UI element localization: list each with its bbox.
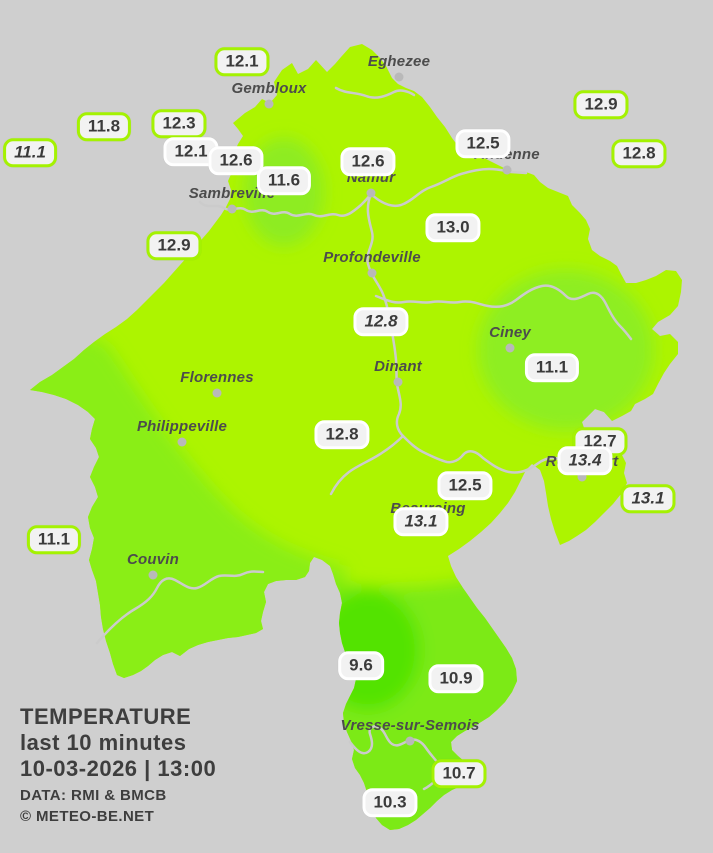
city-label: Vresse-sur-Semois — [340, 717, 480, 734]
legend-source: DATA: RMI & BMCB — [20, 787, 167, 804]
city-label: Sambreville — [188, 185, 276, 202]
river-line — [366, 192, 465, 464]
temp-badge: 13.1 — [620, 484, 676, 514]
city-dot — [405, 736, 415, 746]
city-label: Florennes — [180, 369, 254, 386]
temp-badge: 12.9 — [573, 90, 629, 120]
temp-badge: 12.6 — [340, 147, 396, 177]
city-dot — [502, 165, 512, 175]
temp-badge: 12.9 — [146, 231, 202, 261]
city-dot — [148, 570, 158, 580]
temp-badge: 10.3 — [362, 788, 418, 818]
temp-badge: 11.8 — [76, 112, 132, 142]
city-dot — [394, 72, 404, 82]
city-label: Profondeville — [323, 249, 421, 266]
temp-badge: 11.6 — [256, 166, 312, 196]
legend-credit: © METEO-BE.NET — [20, 808, 155, 825]
city-label: Ciney — [489, 324, 531, 341]
temp-badge: 10.7 — [431, 759, 487, 789]
temp-badge: 10.9 — [428, 664, 484, 694]
city-dot — [505, 343, 515, 353]
city-dot — [393, 377, 403, 387]
city-dot — [367, 268, 377, 278]
temp-badge: 12.8 — [314, 420, 370, 450]
river-line — [334, 86, 416, 99]
city-dot — [212, 388, 222, 398]
legend-datetime: 10-03-2026 | 13:00 — [20, 756, 217, 781]
legend-subtitle: last 10 minutes — [20, 730, 187, 755]
zone-cold-spot — [316, 590, 420, 710]
city-dot — [366, 188, 376, 198]
river-line — [329, 434, 405, 496]
temp-badge: 11.1 — [26, 525, 82, 555]
temp-badge: 11.1 — [3, 138, 57, 168]
city-dot — [177, 437, 187, 447]
temp-badge: 12.6 — [208, 146, 264, 176]
temp-badge: 12.1 — [214, 47, 270, 77]
legend-title: TEMPERATURE — [20, 704, 192, 729]
temp-badge: 12.5 — [455, 129, 511, 159]
city-label: Eghezee — [367, 53, 431, 70]
city-label: Dinant — [374, 358, 422, 375]
temp-badge: 11.1 — [524, 353, 580, 383]
temp-badge: 13.1 — [393, 507, 449, 537]
city-dot — [577, 472, 587, 482]
legend-block: TEMPERATURE last 10 minutes 10-03-2026 |… — [20, 704, 216, 827]
temp-badge: 13.0 — [425, 213, 481, 243]
river-line — [95, 570, 265, 645]
city-dot — [264, 99, 274, 109]
city-label: Philippeville — [136, 418, 228, 435]
city-label: Gembloux — [231, 80, 307, 97]
river-line — [369, 167, 528, 208]
city-dot — [227, 204, 237, 214]
river-line — [374, 284, 633, 341]
temp-badge: 12.8 — [611, 139, 667, 169]
zone-ciney — [478, 270, 654, 430]
temp-badge: 12.3 — [151, 109, 207, 139]
temp-badge: 12.8 — [353, 307, 409, 337]
city-label: Couvin — [126, 551, 180, 568]
temp-badge: 9.6 — [338, 651, 384, 681]
temp-badge: 13.4 — [557, 446, 613, 476]
temp-badge: 12.5 — [437, 471, 493, 501]
